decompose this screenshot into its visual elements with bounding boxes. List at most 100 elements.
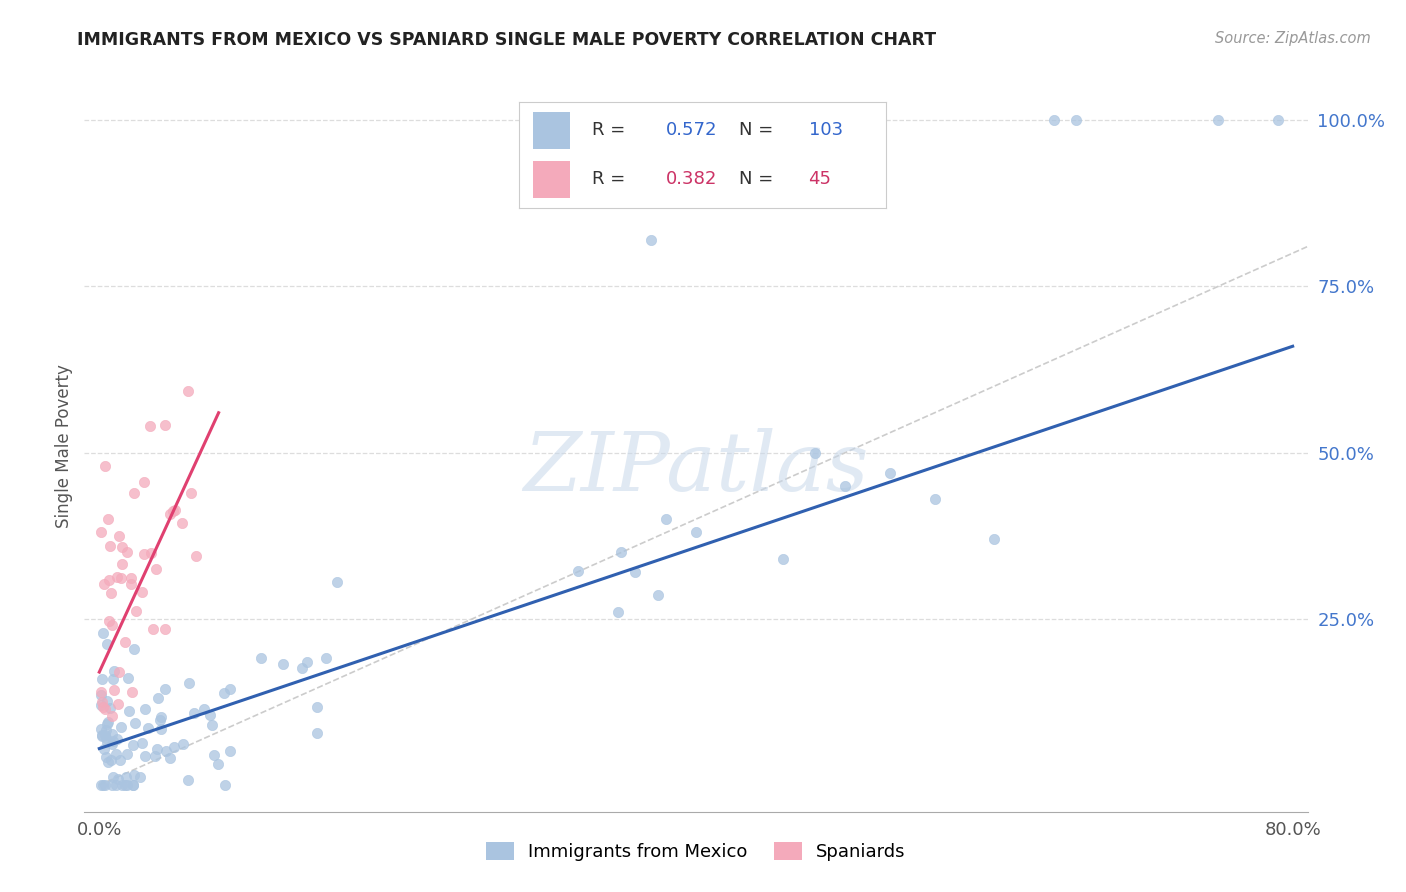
Point <box>183 706 205 721</box>
Point <box>101 770 124 784</box>
Point <box>101 708 124 723</box>
Point <box>305 726 328 740</box>
Point <box>131 585 153 599</box>
Point <box>1206 113 1229 128</box>
Point <box>93 577 115 591</box>
Point <box>104 778 127 792</box>
Point <box>172 737 194 751</box>
Point <box>983 532 1005 546</box>
Point <box>124 604 146 618</box>
Point <box>834 479 856 493</box>
Point <box>207 756 229 771</box>
Point <box>198 707 221 722</box>
Point <box>305 700 328 714</box>
Text: IMMIGRANTS FROM MEXICO VS SPANIARD SINGLE MALE POVERTY CORRELATION CHART: IMMIGRANTS FROM MEXICO VS SPANIARD SINGL… <box>77 31 936 49</box>
Point <box>159 507 181 521</box>
Point <box>132 475 155 489</box>
Point <box>212 686 235 700</box>
Point <box>100 585 122 599</box>
Point <box>122 767 145 781</box>
Point <box>90 525 112 540</box>
Point <box>610 545 633 559</box>
Point <box>122 642 145 657</box>
Text: ZIPatlas: ZIPatlas <box>523 428 869 508</box>
Point <box>155 744 177 758</box>
Point <box>90 688 112 702</box>
Point <box>118 704 141 718</box>
Point <box>177 676 200 690</box>
Point <box>1066 113 1088 128</box>
Point <box>97 755 120 769</box>
Point <box>138 721 160 735</box>
Point <box>100 753 122 767</box>
Y-axis label: Single Male Poverty: Single Male Poverty <box>55 364 73 528</box>
Point <box>567 564 589 578</box>
Point <box>96 731 118 745</box>
Point <box>107 665 129 679</box>
Point <box>96 734 118 748</box>
Point <box>91 625 114 640</box>
Point <box>103 682 125 697</box>
Point <box>94 727 117 741</box>
Point <box>111 778 134 792</box>
Point <box>107 697 129 711</box>
Point <box>647 588 669 602</box>
Point <box>219 682 242 697</box>
Point <box>1043 113 1066 128</box>
Point <box>159 751 181 765</box>
Point <box>120 577 142 591</box>
Point <box>90 729 112 743</box>
Point <box>153 418 176 433</box>
Point <box>111 557 134 571</box>
Point <box>122 778 145 792</box>
Point <box>170 516 193 530</box>
Point <box>180 485 202 500</box>
Point <box>143 749 166 764</box>
Point <box>1267 113 1289 128</box>
Point <box>108 528 131 542</box>
Legend: Immigrants from Mexico, Spaniards: Immigrants from Mexico, Spaniards <box>479 835 912 869</box>
Point <box>100 618 122 632</box>
Point <box>139 546 162 560</box>
Point <box>101 778 124 792</box>
Point <box>93 702 115 716</box>
Point <box>105 747 128 761</box>
Point <box>685 525 707 540</box>
Point <box>93 741 115 756</box>
Point <box>218 744 240 758</box>
Point <box>295 656 318 670</box>
Point <box>250 650 273 665</box>
Point <box>101 737 124 751</box>
Point <box>90 698 112 713</box>
Point <box>94 749 117 764</box>
Point <box>101 734 124 748</box>
Point <box>163 502 186 516</box>
Point <box>163 740 186 755</box>
Point <box>121 685 143 699</box>
Point <box>132 547 155 561</box>
Point <box>114 634 136 648</box>
Point <box>96 716 118 731</box>
Point <box>142 623 165 637</box>
Point <box>110 571 132 585</box>
Point <box>111 540 134 554</box>
Point <box>122 485 145 500</box>
Point <box>162 504 184 518</box>
Point <box>96 637 118 651</box>
Point <box>91 699 114 714</box>
Point <box>804 445 827 459</box>
Point <box>91 695 114 709</box>
Point <box>148 691 170 706</box>
Point <box>90 778 112 792</box>
Point <box>145 561 167 575</box>
Point <box>924 492 946 507</box>
Text: Source: ZipAtlas.com: Source: ZipAtlas.com <box>1215 31 1371 46</box>
Point <box>134 702 156 716</box>
Point <box>273 657 295 672</box>
Point <box>90 685 112 699</box>
Point <box>107 569 129 583</box>
Point <box>115 778 138 792</box>
Point <box>153 681 176 696</box>
Point <box>91 729 114 743</box>
Point <box>90 672 112 686</box>
